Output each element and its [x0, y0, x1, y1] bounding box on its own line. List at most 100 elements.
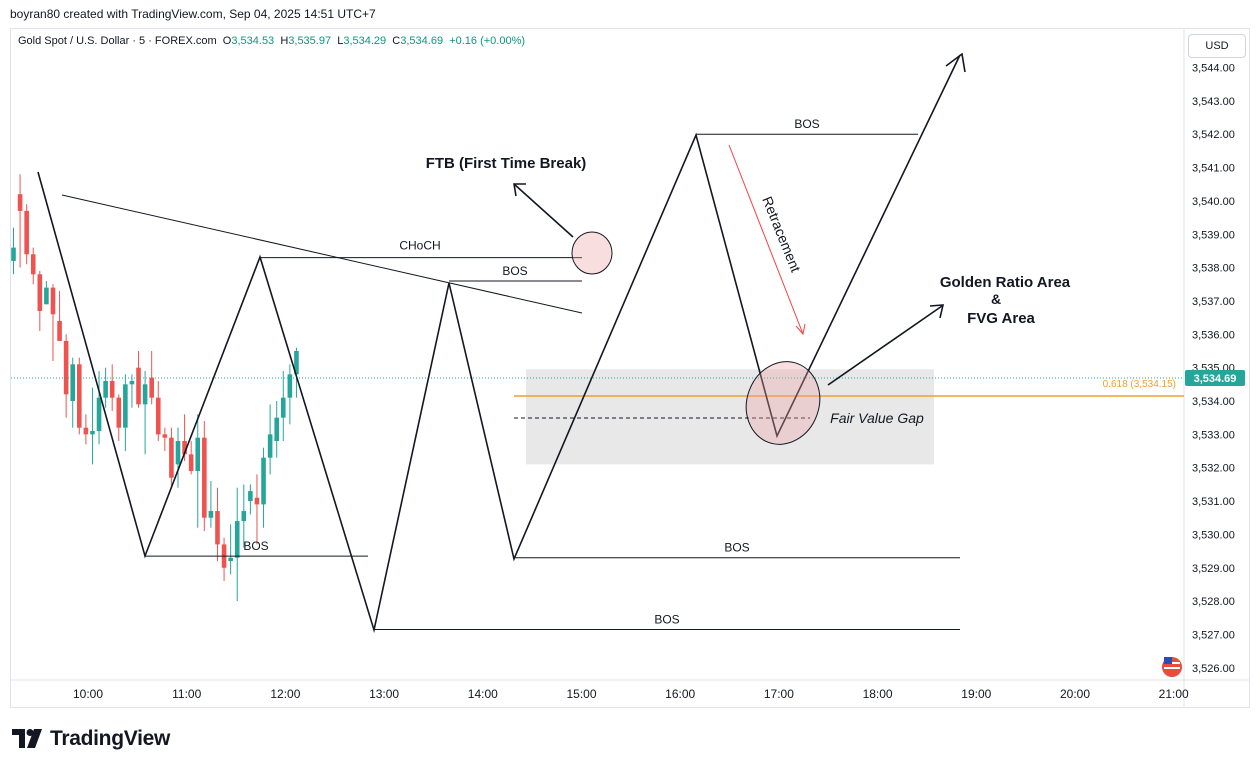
us-flag-stripe	[1164, 667, 1180, 669]
candle-body	[175, 441, 181, 465]
candle-body	[77, 364, 82, 428]
candle-body	[294, 350, 299, 375]
fvg-annotation: Fair Value Gap	[830, 410, 924, 426]
candle-body	[57, 320, 62, 341]
candle-body	[37, 274, 43, 311]
ftb-circle	[571, 231, 613, 275]
high-value: 3,535.97	[288, 35, 332, 47]
candle-body	[287, 374, 293, 398]
retracement-arrow-head	[795, 323, 806, 336]
candle-body	[261, 457, 266, 505]
candle-body	[248, 491, 253, 502]
candle-body	[228, 557, 233, 562]
bos-label: BOS	[243, 539, 268, 553]
time-tick-label: 14:00	[468, 687, 498, 701]
time-tick-label: 12:00	[270, 687, 300, 701]
chart-frame[interactable]	[10, 28, 1250, 708]
open-label: O	[222, 35, 232, 47]
time-tick-label: 17:00	[764, 687, 794, 701]
golden-arrow	[827, 305, 943, 386]
time-tick-label: 18:00	[863, 687, 893, 701]
price-tick-label: 3,531.00	[1192, 496, 1235, 508]
candle-body	[17, 194, 23, 211]
candle-body	[155, 397, 161, 435]
candle-body	[280, 397, 286, 418]
price-tick-label: 3,526.00	[1192, 663, 1235, 675]
arrow-head-up	[945, 52, 966, 73]
candle-body	[30, 254, 36, 275]
price-tick-label: 3,539.00	[1192, 229, 1235, 241]
ftb-annotation: FTB (First Time Break)	[426, 155, 587, 172]
price-tick-label: 3,538.00	[1192, 263, 1235, 275]
price-tick-label: 3,527.00	[1192, 629, 1235, 641]
candle-body	[90, 431, 95, 435]
time-tick-label: 11:00	[172, 687, 201, 701]
change-value: +0.16 (+0.00%)	[449, 35, 526, 47]
fvg-zone	[526, 369, 934, 465]
candle-body	[24, 210, 29, 255]
price-tick-label: 3,544.00	[1192, 63, 1235, 75]
candle-body	[254, 497, 260, 505]
candle-body	[208, 511, 214, 518]
candle-body	[182, 441, 187, 455]
candle-body	[50, 287, 56, 315]
time-tick-label: 19:00	[961, 687, 991, 701]
price-tick-label: 3,529.00	[1192, 563, 1235, 575]
candle-body	[202, 437, 207, 518]
us-flag-canton	[1164, 657, 1172, 664]
fib-0618-label: 0.618 (3,534.15)	[1103, 379, 1176, 390]
candle-body	[96, 397, 102, 432]
trendline	[61, 194, 583, 314]
golden-area-circle	[745, 361, 821, 445]
candle-body	[129, 380, 135, 385]
price-tick-label: 3,537.00	[1192, 296, 1235, 308]
tradingview-brand: TradingView	[50, 727, 171, 750]
price-tick-label: 3,528.00	[1192, 596, 1235, 608]
tradingview-logo-icon	[12, 729, 42, 748]
close-label: C	[392, 35, 401, 47]
candle-body	[234, 521, 240, 558]
time-tick-label: 16:00	[665, 687, 695, 701]
retracement-arrow	[728, 144, 804, 335]
candle-body	[123, 384, 128, 428]
candle-body	[241, 511, 247, 522]
bos-label: BOS	[654, 612, 679, 626]
currency-selector[interactable]: USD	[1188, 34, 1246, 58]
price-tick-label: 3,534.00	[1192, 396, 1235, 408]
candle-body	[267, 434, 273, 458]
candle-body	[169, 437, 174, 478]
price-tick-label: 3,542.00	[1192, 129, 1235, 141]
tradingview-logo: TradingView	[12, 727, 170, 751]
candle-body	[116, 397, 122, 428]
symbol-name: Gold Spot / U.S. Dollar · 5 · FOREX.com	[18, 35, 217, 47]
candle-body	[44, 287, 49, 305]
candle-body	[109, 380, 115, 398]
time-tick-label: 21:00	[1159, 687, 1189, 701]
candle-body	[70, 364, 76, 401]
bos-label: BOS	[724, 541, 749, 555]
golden-annotation-line1: Golden Ratio Area	[940, 274, 1071, 291]
low-label: L	[337, 35, 344, 47]
price-tick-label: 3,532.00	[1192, 463, 1235, 475]
symbol-legend: Gold Spot / U.S. Dollar · 5 · FOREX.com …	[18, 35, 525, 47]
golden-arrow-head	[929, 304, 945, 319]
price-tick-label: 3,536.00	[1192, 329, 1235, 341]
low-value: 3,534.29	[343, 35, 387, 47]
candle-body	[149, 377, 154, 398]
last-price-badge-label: 3,534.69	[1194, 373, 1237, 385]
close-value: 3,534.69	[400, 35, 444, 47]
candle-body	[11, 247, 16, 261]
ftb-arrow	[513, 183, 574, 238]
candle-body	[274, 417, 279, 442]
ftb-arrow-head	[513, 183, 526, 197]
price-tick-label: 3,541.00	[1192, 163, 1235, 175]
price-tick-label: 3,533.00	[1192, 429, 1235, 441]
retracement-annotation: Retracement	[759, 194, 804, 274]
swing-zigzag	[37, 54, 961, 634]
time-tick-label: 20:00	[1060, 687, 1090, 701]
candle-body	[83, 427, 89, 435]
choch-label: CHoCH	[399, 239, 440, 253]
price-tick-label: 3,540.00	[1192, 196, 1235, 208]
time-tick-label: 10:00	[73, 687, 103, 701]
